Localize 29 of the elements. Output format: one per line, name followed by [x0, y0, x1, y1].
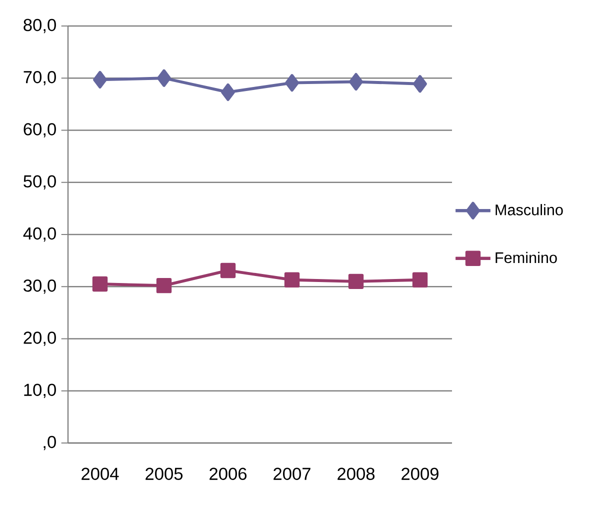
- point: [92, 276, 108, 292]
- point: [157, 69, 171, 87]
- x-tick-label: 2004: [82, 468, 119, 480]
- point: [220, 262, 236, 278]
- x-tick-label: 2006: [210, 468, 247, 480]
- y-tick-label: 80,0: [24, 18, 56, 34]
- point: [413, 75, 427, 93]
- x-tick-label: 2008: [338, 468, 375, 480]
- x-tick-label: 2005: [146, 468, 183, 480]
- y-tick-label: 50,0: [24, 175, 56, 190]
- point: [156, 278, 172, 294]
- legend-label: Masculino: [496, 204, 563, 216]
- y-tick-label: 60,0: [24, 123, 56, 138]
- point: [221, 83, 235, 102]
- y-tick-label: 10,0: [24, 384, 56, 398]
- point: [93, 70, 107, 88]
- point: [284, 272, 300, 288]
- y-tick-label: 20,0: [24, 332, 56, 346]
- x-tick-label: 2009: [402, 468, 438, 480]
- point: [285, 74, 299, 92]
- y-tick-label: ,0: [44, 436, 56, 450]
- point: [349, 72, 363, 91]
- x-tick-label: 2007: [274, 468, 310, 480]
- y-tick-label: 40,0: [23, 227, 56, 242]
- legend-label: Feminino: [496, 252, 557, 264]
- point: [348, 274, 364, 290]
- y-tick-label: 30,0: [24, 279, 56, 294]
- y-tick-label: 70,0: [24, 70, 56, 86]
- point: [412, 272, 428, 288]
